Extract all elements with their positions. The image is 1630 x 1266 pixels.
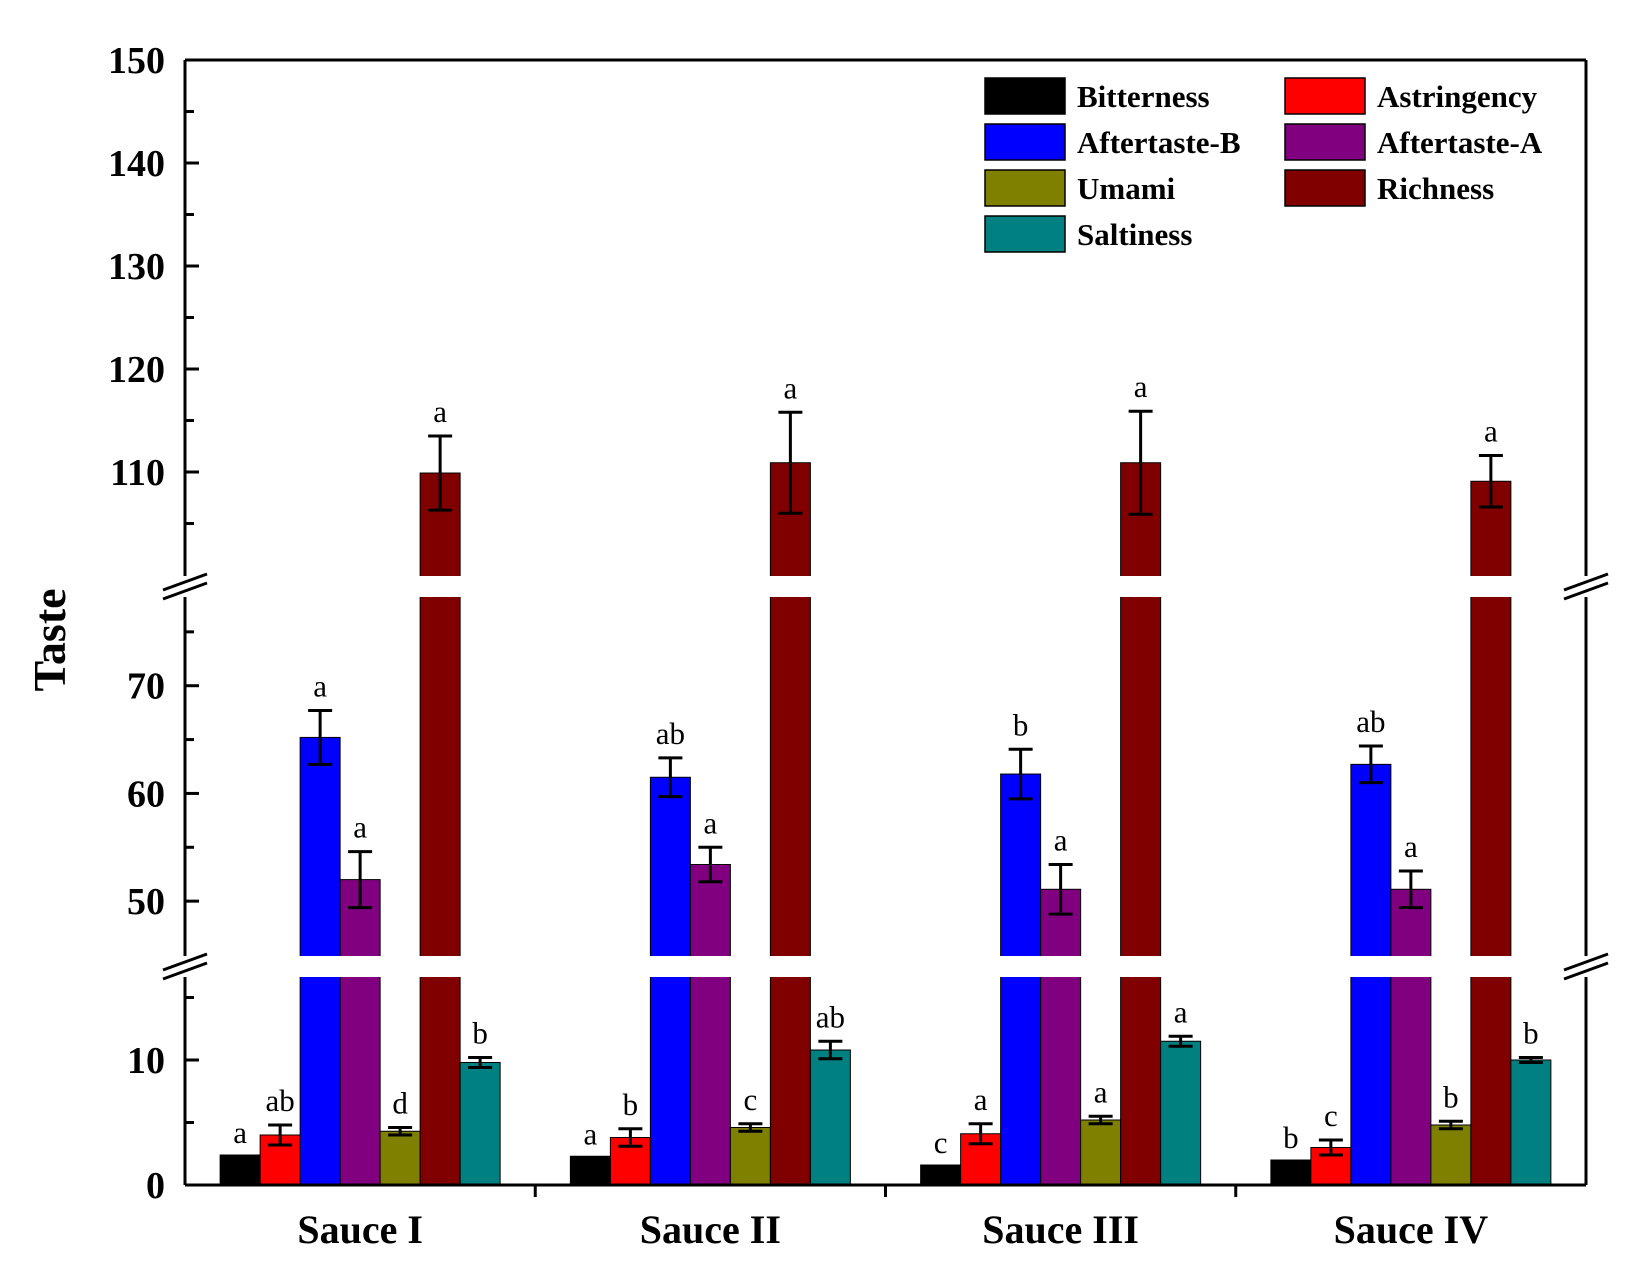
bar-aftertaste-a-sauce-iii <box>1040 888 1082 1186</box>
axis-break-slash-2-right-a <box>1563 581 1609 601</box>
sig-label-umami-sauce-i: d <box>392 1086 408 1121</box>
bars-layer <box>219 462 1552 1186</box>
legend-swatch-saltiness <box>984 215 1066 253</box>
sig-label-richness-sauce-iv: a <box>1484 414 1498 449</box>
legend-label-richness: Richness <box>1377 171 1494 206</box>
legend-label-aftertaste-b: Aftertaste-B <box>1077 125 1241 160</box>
axis-break-slash-1-left-b <box>162 952 208 972</box>
x-tick-label-sauce-iii: Sauce III <box>982 1207 1139 1252</box>
sig-label-saltiness-sauce-ii: ab <box>816 999 845 1034</box>
legend-swatch-umami <box>984 169 1066 207</box>
x-tick-label-sauce-iv: Sauce IV <box>1334 1207 1489 1252</box>
legend-swatch-richness <box>1284 169 1366 207</box>
legend-swatch-aftertaste-a <box>1284 123 1366 161</box>
y-tick-label-110: 110 <box>110 452 165 494</box>
y-tick-label-130: 130 <box>108 246 165 288</box>
y-tick-label-120: 120 <box>108 349 165 391</box>
legend-label-aftertaste-a: Aftertaste-A <box>1377 125 1543 160</box>
sig-label-aftertaste-b-sauce-ii: ab <box>656 716 685 751</box>
bar-richness-sauce-iv <box>1470 480 1512 1186</box>
axis-break-slash-1-left-a <box>162 961 208 981</box>
y-axis-title: Taste <box>24 588 75 691</box>
y-tick-label-70: 70 <box>127 666 165 708</box>
sig-label-bitterness-sauce-iii: c <box>934 1125 948 1160</box>
sig-label-aftertaste-b-sauce-iv: ab <box>1356 704 1385 739</box>
sig-label-richness-sauce-i: a <box>433 394 447 429</box>
bar-umami-sauce-iii <box>1080 1119 1122 1186</box>
sig-label-umami-sauce-iv: b <box>1443 1079 1459 1114</box>
bar-aftertaste-a-sauce-ii <box>689 864 731 1186</box>
sig-label-aftertaste-a-sauce-i: a <box>353 810 367 845</box>
bar-saltiness-sauce-ii <box>809 1049 851 1186</box>
y-tick-label-10: 10 <box>127 1040 165 1082</box>
sig-label-astringency-sauce-i: ab <box>265 1083 294 1118</box>
bar-richness-sauce-iii <box>1120 462 1162 1186</box>
axis-break-slash-2-left-b <box>162 572 208 592</box>
sig-label-aftertaste-a-sauce-ii: a <box>703 805 717 840</box>
bar-bitterness-sauce-iv <box>1270 1159 1312 1186</box>
y-tick-label-0: 0 <box>146 1165 165 1207</box>
legend-label-saltiness: Saltiness <box>1077 217 1192 252</box>
sig-label-umami-sauce-ii: c <box>743 1082 757 1117</box>
axes-layer: Sauce I Sauce II Sauce III Sauce IV 0 10 50 60 7… <box>108 40 1609 1252</box>
sig-label-bitterness-sauce-ii: a <box>583 1116 597 1151</box>
sig-label-richness-sauce-ii: a <box>783 370 797 405</box>
bar-bitterness-sauce-ii <box>569 1155 611 1186</box>
bar-aftertaste-a-sauce-i <box>339 879 381 1186</box>
axis-break-slash-2-left-a <box>162 581 208 601</box>
bar-aftertaste-b-sauce-ii <box>649 776 691 1186</box>
legend-label-bitterness: Bitterness <box>1077 79 1210 114</box>
sig-label-richness-sauce-iii: a <box>1134 369 1148 404</box>
axis-break-slash-1-right-b <box>1563 952 1609 972</box>
bar-saltiness-sauce-iv <box>1510 1059 1552 1186</box>
bar-saltiness-sauce-i <box>459 1062 501 1186</box>
sig-label-bitterness-sauce-iv: b <box>1283 1120 1299 1155</box>
bar-bitterness-sauce-i <box>219 1154 261 1186</box>
y-tick-label-140: 140 <box>108 143 165 185</box>
bar-umami-sauce-ii <box>729 1127 771 1186</box>
legend-label-umami: Umami <box>1077 171 1176 206</box>
bar-aftertaste-b-sauce-iii <box>1000 773 1042 1186</box>
sig-label-astringency-sauce-ii: b <box>623 1087 639 1122</box>
legend: Bitterness Astringency Aftertaste-B Afterta… <box>984 77 1543 253</box>
bar-aftertaste-a-sauce-iv <box>1390 888 1432 1186</box>
sig-label-saltiness-sauce-i: b <box>472 1016 488 1051</box>
sig-label-bitterness-sauce-i: a <box>233 1115 247 1150</box>
sig-label-saltiness-sauce-iv: b <box>1523 1016 1539 1051</box>
sig-label-aftertaste-b-sauce-i: a <box>313 668 327 703</box>
legend-swatch-astringency <box>1284 77 1366 115</box>
legend-label-astringency: Astringency <box>1377 79 1538 114</box>
bar-saltiness-sauce-iii <box>1160 1040 1202 1186</box>
y-tick-label-50: 50 <box>127 881 165 923</box>
bar-richness-sauce-ii <box>769 462 811 1186</box>
sig-label-astringency-sauce-iv: c <box>1324 1098 1338 1133</box>
sig-label-aftertaste-b-sauce-iii: b <box>1013 707 1029 742</box>
legend-swatch-aftertaste-b <box>984 123 1066 161</box>
legend-swatch-bitterness <box>984 77 1066 115</box>
axis-break-gap-2 <box>183 576 1588 597</box>
axis-break-slash-1-right-a <box>1563 961 1609 981</box>
bar-umami-sauce-iv <box>1430 1124 1472 1186</box>
sig-label-aftertaste-a-sauce-iv: a <box>1404 829 1418 864</box>
bar-bitterness-sauce-iii <box>920 1164 962 1186</box>
x-tick-label-sauce-i: Sauce I <box>297 1207 423 1252</box>
bar-umami-sauce-i <box>379 1130 421 1186</box>
sig-label-aftertaste-a-sauce-iii: a <box>1054 823 1068 858</box>
sig-label-astringency-sauce-iii: a <box>974 1082 988 1117</box>
error-bars-layer <box>268 409 1543 1157</box>
axis-break-slash-2-right-b <box>1563 572 1609 592</box>
x-tick-label-sauce-ii: Sauce II <box>640 1207 781 1252</box>
sig-label-saltiness-sauce-iii: a <box>1174 994 1188 1029</box>
axis-break-gap-1 <box>183 956 1588 977</box>
sig-label-umami-sauce-iii: a <box>1094 1074 1108 1109</box>
y-tick-label-60: 60 <box>127 773 165 815</box>
y-tick-label-150: 150 <box>108 40 165 82</box>
